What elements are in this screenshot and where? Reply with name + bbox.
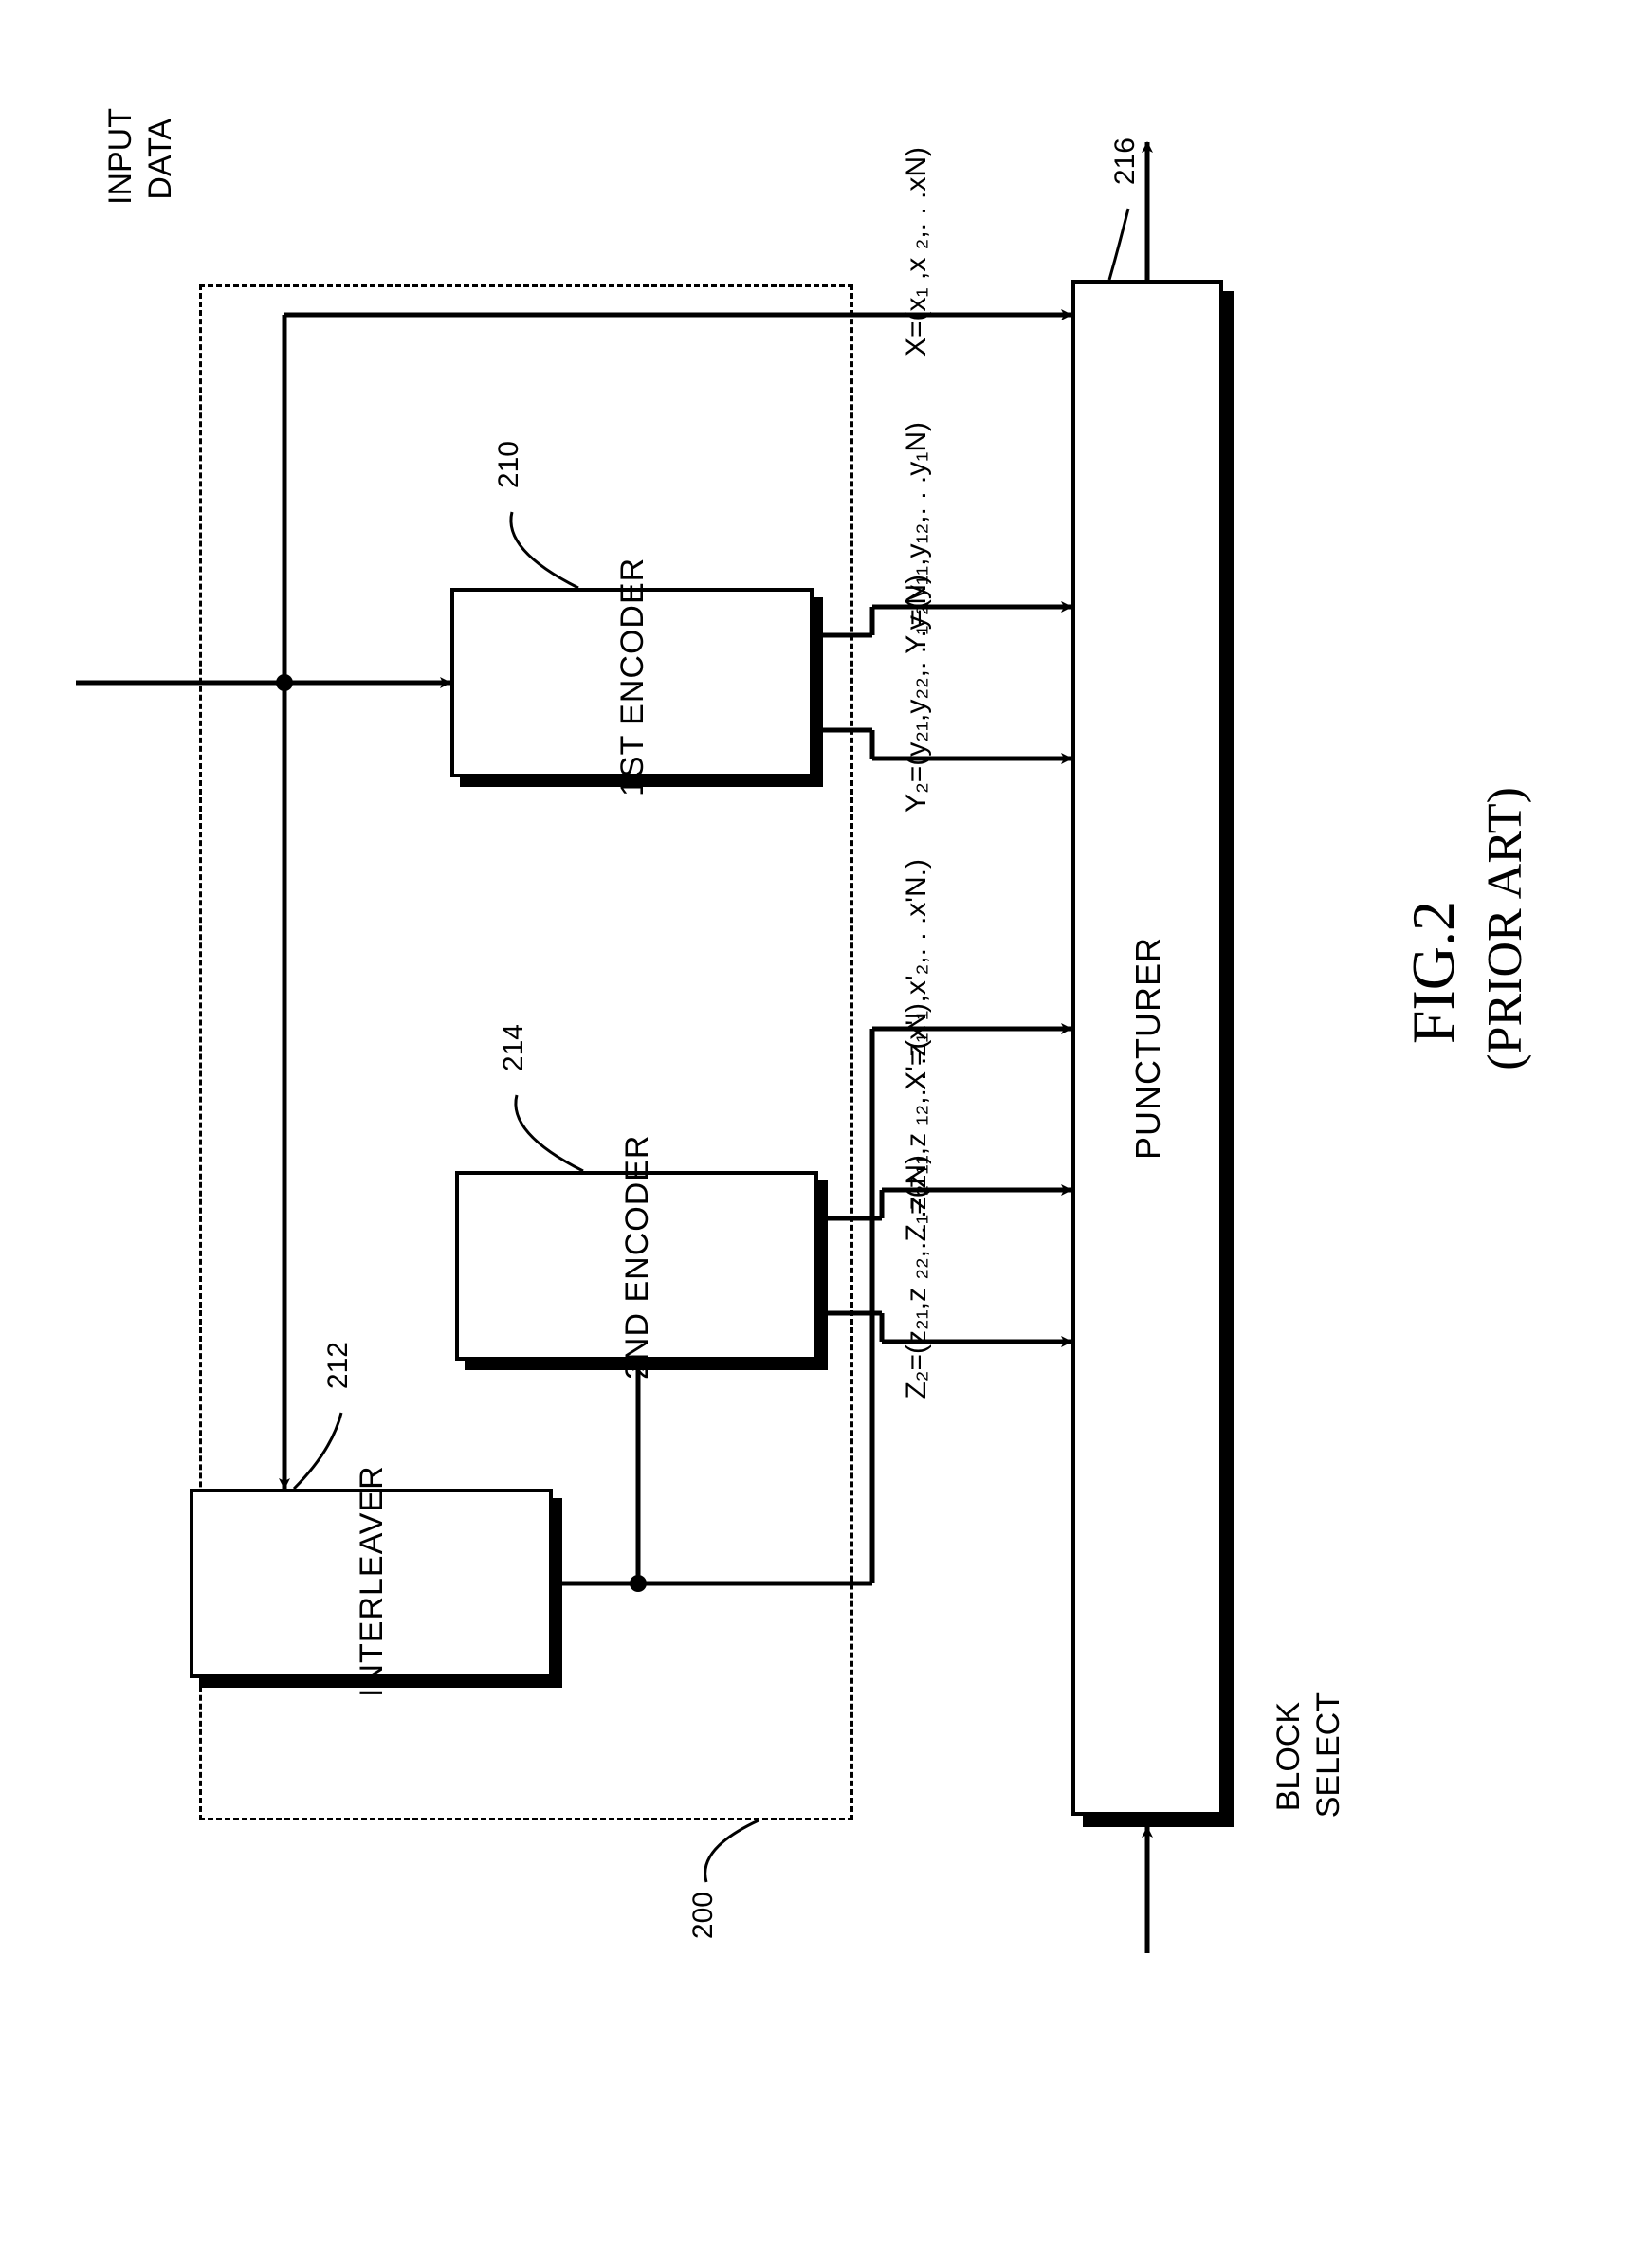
signal-x: X=(x₁ ,x ₂,. . .xN) [901, 147, 933, 357]
diagram-canvas: 1ST ENCODER INTERLEAVER 2ND ENCODER PUNC… [0, 0, 1646, 2268]
ref-216: 216 [1109, 137, 1142, 185]
ref-214: 214 [498, 1024, 530, 1071]
figure-caption-line2: (PRIOR ART) [1477, 787, 1533, 1070]
block-select-label-bottom: SELECT [1310, 1692, 1347, 1818]
input-data-label-bottom: DATA [142, 119, 179, 200]
block-select-label-top: BLOCK [1271, 1702, 1308, 1811]
ref-200: 200 [687, 1892, 720, 1939]
interleaver-label: INTERLEAVER [354, 1470, 391, 1697]
signal-z2: Z₂=(z₂₁,z ₂₂,. . .z₂N) [901, 1155, 933, 1399]
signal-y2: Y₂=(y₂₁,y₂₂,. . .y₂N) [901, 575, 933, 813]
ref-210: 210 [493, 441, 525, 488]
first-encoder-label: 1ST ENCODER [614, 569, 651, 796]
input-data-label-top: INPUT [102, 108, 139, 205]
ref-212: 212 [322, 1342, 355, 1389]
figure-caption-line1: FIG.2 [1399, 901, 1469, 1044]
puncturer-label: PUNCTURER [1128, 920, 1168, 1176]
second-encoder-label: 2ND ENCODER [619, 1152, 656, 1380]
